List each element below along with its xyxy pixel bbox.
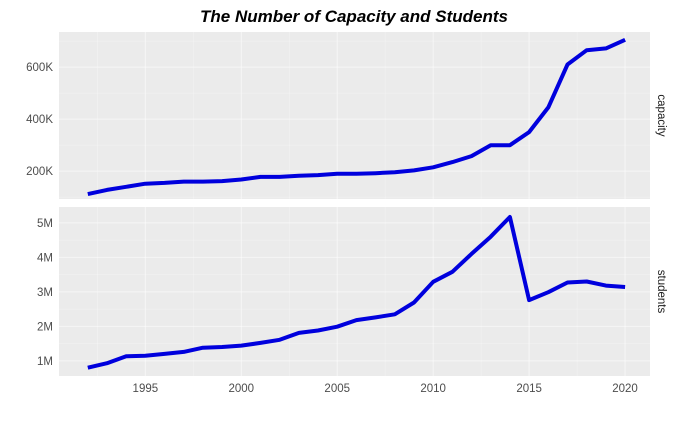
y-tick-label: 400K [26,114,53,126]
y-tick-label: 200K [26,166,53,178]
y-tick-label: 3M [37,287,53,299]
y-tick-label: 4M [37,252,53,264]
y-tick-label: 2M [37,321,53,333]
series-line-capacity [87,37,626,197]
x-tick-label: 2015 [516,383,542,395]
panels: 200K 400K 600K capacity 1M 2M 3M 4M 5M students [26,32,667,376]
x-tick-label: 2020 [612,383,638,395]
panel-capacity: 200K 400K 600K capacity [26,32,667,199]
series-line-students [87,215,626,370]
chart-title: The Number of Capacity and Students [200,7,508,26]
y-tick-label: 600K [26,62,53,74]
x-tick-label: 2005 [324,383,350,395]
strip-label-students: students [655,270,667,314]
x-tick-label: 1995 [133,383,159,395]
x-tick-label: 2000 [228,383,254,395]
strip-label-capacity: capacity [655,94,667,136]
y-tick-label: 5M [37,218,53,230]
x-tick-label: 2010 [420,383,446,395]
x-axis: 1995 2000 2005 2010 2015 2020 [133,383,638,395]
y-tick-label: 1M [37,356,53,368]
panel-students: 1M 2M 3M 4M 5M students [37,207,667,376]
